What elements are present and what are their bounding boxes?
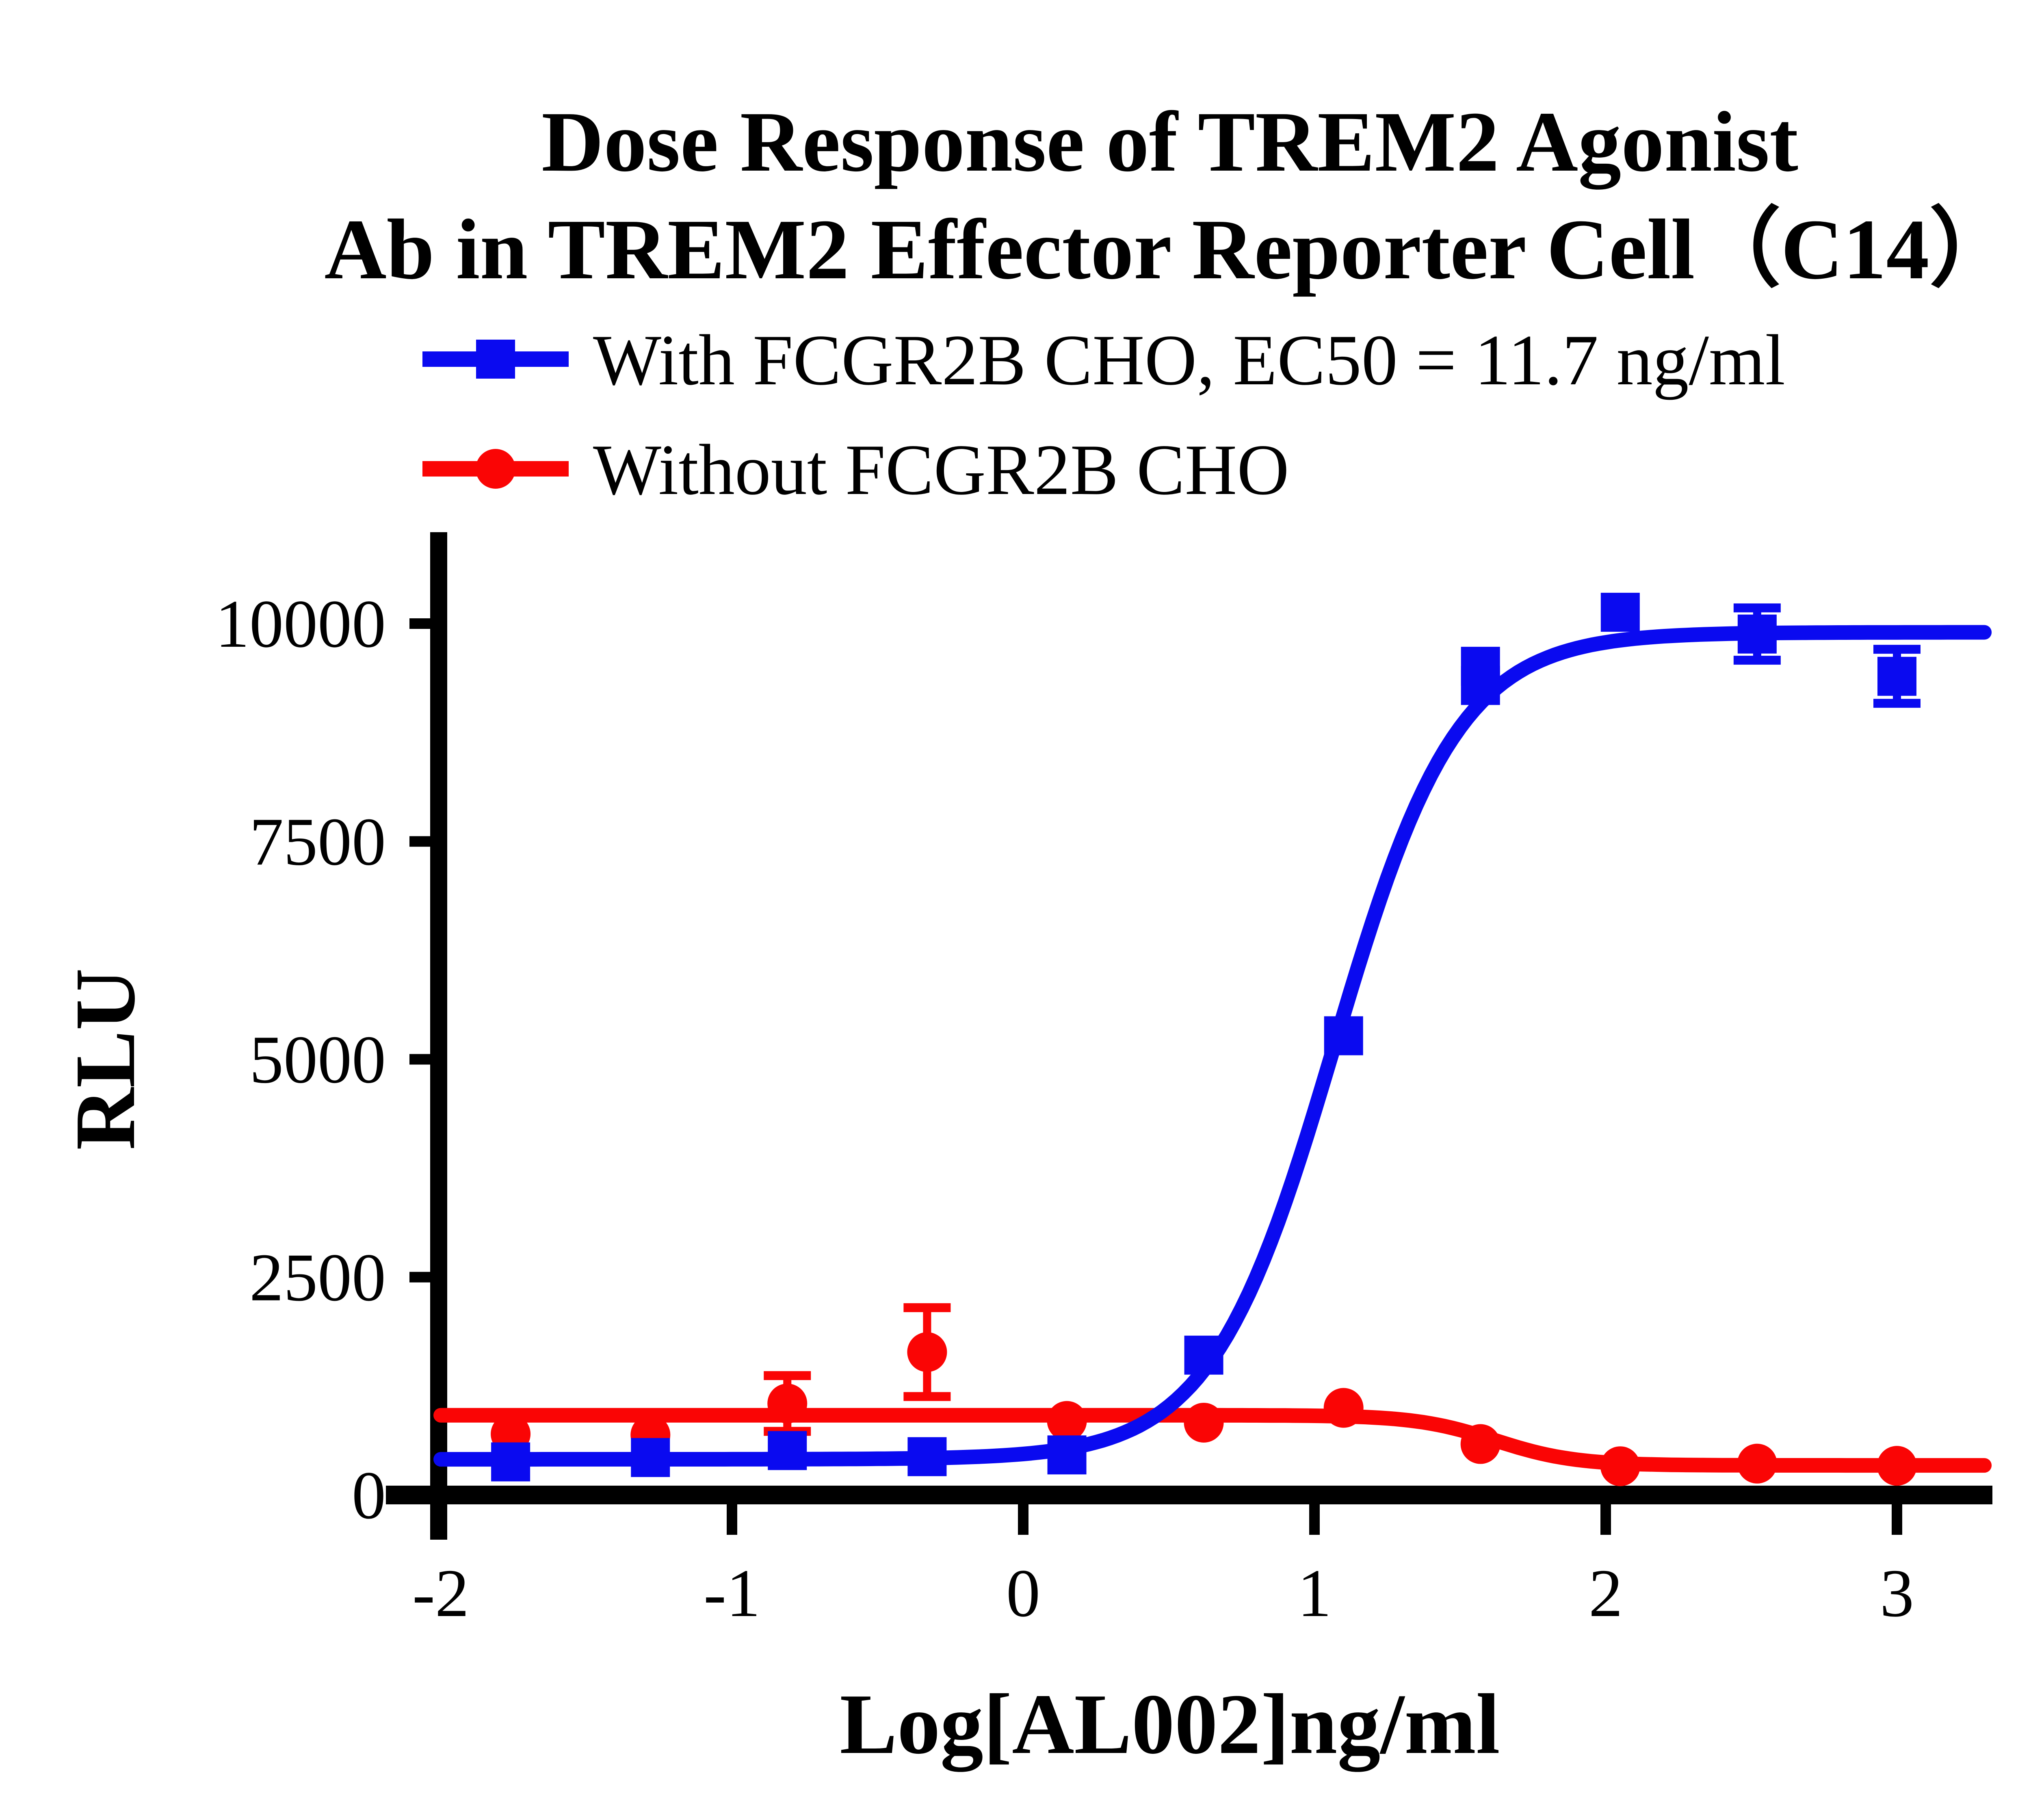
data-point-circle — [1047, 1401, 1087, 1441]
legend-label-without-fcgr2b: Without FCGR2B CHO — [593, 429, 1289, 510]
data-point-square — [631, 1438, 670, 1477]
legend-circle-marker-icon — [476, 449, 515, 489]
legend-square-marker-icon — [476, 340, 515, 379]
data-point-square — [1324, 1016, 1363, 1055]
data-point-square — [491, 1442, 530, 1482]
y-axis-ticks: 0 2500 5000 7500 10000 — [215, 586, 438, 1533]
legend-item-with-fcgr2b: With FCGR2B CHO, EC50 = 11.7 ng/ml — [422, 320, 1785, 400]
data-point-circle — [1737, 1443, 1777, 1484]
data-point-circle — [1877, 1446, 1917, 1486]
y-tick-label: 10000 — [215, 586, 386, 662]
x-tick-label: -1 — [704, 1556, 760, 1631]
plot-area — [433, 593, 1992, 1486]
data-point-square — [1877, 656, 1916, 696]
data-point-square — [768, 1431, 807, 1470]
x-axis-ticks: -2 -1 0 1 2 3 — [412, 1504, 1914, 1631]
data-point-circle — [907, 1332, 947, 1372]
x-tick-label: 3 — [1880, 1556, 1914, 1631]
y-tick-label: 5000 — [249, 1022, 386, 1098]
x-axis-title: Log[AL002]ng/ml — [840, 1676, 1500, 1772]
chart-title-line2: Ab in TREM2 Effector Reporter Cell（C14） — [325, 202, 2016, 297]
y-tick-label: 2500 — [249, 1240, 386, 1315]
x-tick-label: 2 — [1589, 1556, 1623, 1631]
series-without-fcgr2b — [433, 1303, 1992, 1486]
data-point-square — [1184, 1335, 1223, 1375]
fit-curve — [433, 625, 1992, 1467]
chart-title-line1: Dose Response of TREM2 Agonist — [541, 94, 1798, 190]
series-with-fcgr2b — [433, 593, 1992, 1482]
data-point-circle — [1600, 1446, 1640, 1486]
data-point-square — [1461, 647, 1500, 686]
y-tick-label: 0 — [352, 1458, 386, 1533]
axes: 0 2500 5000 7500 10000 -2 -1 0 1 2 3 RLU Log[AL00… — [57, 532, 1992, 1772]
data-point-circle — [767, 1383, 808, 1424]
data-point-square — [907, 1437, 947, 1476]
data-point-circle — [1323, 1388, 1364, 1428]
chart-legend: With FCGR2B CHO, EC50 = 11.7 ng/ml Witho… — [422, 320, 1785, 510]
x-tick-label: 0 — [1006, 1556, 1040, 1631]
legend-label-with-fcgr2b: With FCGR2B CHO, EC50 = 11.7 ng/ml — [593, 320, 1785, 400]
chart-title: Dose Response of TREM2 Agonist Ab in TRE… — [325, 94, 2016, 297]
data-point-circle — [1460, 1424, 1501, 1464]
y-axis-title: RLU — [57, 968, 153, 1150]
x-tick-label: 1 — [1297, 1556, 1332, 1631]
data-point-square — [1737, 614, 1777, 654]
x-tick-label: -2 — [412, 1556, 469, 1631]
data-point-square — [1600, 593, 1640, 632]
data-point-circle — [1184, 1402, 1224, 1443]
data-point-square — [1047, 1435, 1087, 1475]
legend-item-without-fcgr2b: Without FCGR2B CHO — [422, 429, 1289, 510]
y-tick-label: 7500 — [249, 804, 386, 880]
